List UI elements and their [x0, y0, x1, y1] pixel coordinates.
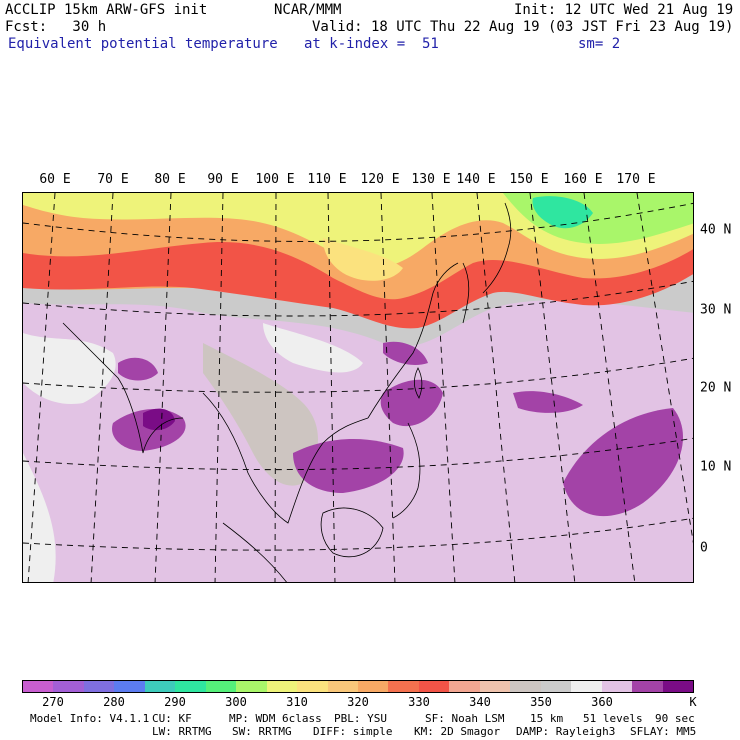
coastline-philippines [392, 422, 421, 519]
footer-pbl: PBL: YSU [334, 712, 387, 725]
colorbar-unit: K [689, 695, 697, 709]
colorbar-swatch-3 [114, 681, 145, 692]
light-patch-2 [263, 323, 363, 373]
lat-label-10n: 10 N [700, 459, 732, 475]
purple-core-phil [380, 379, 443, 427]
footer-diff: DIFF: simple [313, 725, 393, 738]
light-yellow-patch [323, 238, 403, 281]
coastline-india [62, 322, 184, 454]
footer-km: KM: 2D Smagor [414, 725, 501, 738]
lon-label-80e: 80 E [154, 172, 186, 187]
light-patch [23, 333, 116, 404]
colorbar-swatch-15 [479, 681, 511, 692]
lat-label-0: 0 [700, 540, 708, 556]
init-time: Init: 12 UTC Wed 21 Aug 19 [514, 2, 734, 18]
coastline-china [367, 262, 459, 419]
colorbar-tick-330: 330 [408, 695, 430, 709]
colorbar-swatch-14 [449, 681, 480, 692]
footer-damp: DAMP: Rayleigh3 [516, 725, 616, 738]
colorbar-swatch-18 [571, 681, 602, 692]
lon-label-100e: 100 E [255, 172, 295, 187]
coastline-sumatra [222, 522, 287, 582]
footer-sf: SF: Noah LSM [425, 712, 505, 725]
forecast-hour: Fcst: 30 h [5, 19, 107, 35]
colorbar-tick-340: 340 [469, 695, 491, 709]
theta-e-map [22, 192, 694, 583]
colorbar-swatch-5 [175, 681, 206, 692]
organization-label: NCAR/MMM [274, 2, 342, 18]
colorbar-swatch-12 [388, 681, 419, 692]
footer-timestep: 90 sec [655, 712, 695, 725]
coastline-indochina [202, 392, 369, 524]
lat-label-40n: 40 N [700, 222, 732, 238]
colorbar-tick-290: 290 [164, 695, 186, 709]
colorbar-swatch-9 [297, 681, 328, 692]
lon-label-130e: 130 E [411, 172, 451, 187]
colorbar-swatch-0 [23, 681, 54, 692]
colorbar-swatch-6 [205, 681, 237, 692]
coastline-taiwan [413, 367, 423, 399]
colorbar-swatch-17 [540, 681, 572, 692]
colorbar-tick-270: 270 [42, 695, 64, 709]
coastline-korea-japan [462, 202, 512, 324]
cyan-patch [532, 196, 593, 229]
purple-core-scs [293, 438, 404, 493]
lon-label-120e: 120 E [360, 172, 400, 187]
colorbar-tick-280: 280 [103, 695, 125, 709]
colorbar-swatch-1 [53, 681, 84, 692]
lat-label-30n: 30 N [700, 302, 732, 318]
model-title: ACCLIP 15km ARW-GFS init [5, 2, 208, 18]
smoothing-label: sm= 2 [578, 36, 621, 52]
footer-cu: CU: KF [152, 712, 192, 725]
colorbar-tick-310: 310 [286, 695, 308, 709]
footer-sflay: SFLAY: MM5 [630, 725, 697, 738]
colorbar-swatch-4 [144, 681, 176, 692]
colorbar-tick-350: 350 [530, 695, 552, 709]
red-band [23, 242, 693, 329]
purple-core-taiwan [383, 341, 428, 365]
lon-label-170e: 170 E [616, 172, 656, 187]
purple-core-wpac [513, 391, 583, 413]
colorbar [22, 680, 694, 693]
colorbar-swatch-8 [266, 681, 298, 692]
lon-label-160e: 160 E [563, 172, 603, 187]
footer-lw: LW: RRTMG [152, 725, 212, 738]
grey-land-south [203, 343, 318, 486]
field-name: Equivalent potential temperature [8, 36, 278, 52]
colorbar-swatch-19 [601, 681, 633, 692]
colorbar-swatch-11 [357, 681, 389, 692]
purple-core-india [118, 357, 158, 381]
purple-core-pacific [563, 408, 683, 517]
lat-label-20n: 20 N [700, 380, 732, 396]
footer-model-info: Model Info: V4.1.1 [30, 712, 150, 725]
colorbar-tick-320: 320 [347, 695, 369, 709]
graticule [23, 193, 693, 582]
lon-label-70e: 70 E [97, 172, 129, 187]
valid-time: Valid: 18 UTC Thu 22 Aug 19 (03 JST Fri … [312, 19, 734, 35]
dark-purple-core-bay [143, 408, 175, 431]
colorbar-swatch-20 [632, 681, 663, 692]
colorbar-swatch-16 [510, 681, 541, 692]
coastline-borneo [320, 507, 384, 558]
colorbar-swatch-13 [418, 681, 450, 692]
lon-label-110e: 110 E [307, 172, 347, 187]
colorbar-swatch-10 [327, 681, 358, 692]
footer-levels: 51 levels [583, 712, 643, 725]
map-canvas [23, 193, 693, 582]
level-index: at k-index = 51 [304, 36, 439, 52]
colorbar-swatch-21 [662, 681, 693, 692]
colorbar-swatch-2 [83, 681, 115, 692]
lon-label-60e: 60 E [39, 172, 71, 187]
light-patch-3 [23, 453, 56, 582]
footer-sw: SW: RRTMG [232, 725, 292, 738]
lon-label-150e: 150 E [509, 172, 549, 187]
footer-mp: MP: WDM 6class [229, 712, 322, 725]
lon-label-90e: 90 E [207, 172, 239, 187]
colorbar-tick-300: 300 [225, 695, 247, 709]
colorbar-tick-360: 360 [591, 695, 613, 709]
footer-resolution: 15 km [530, 712, 564, 725]
colorbar-swatch-7 [236, 681, 267, 692]
lon-label-140e: 140 E [456, 172, 496, 187]
